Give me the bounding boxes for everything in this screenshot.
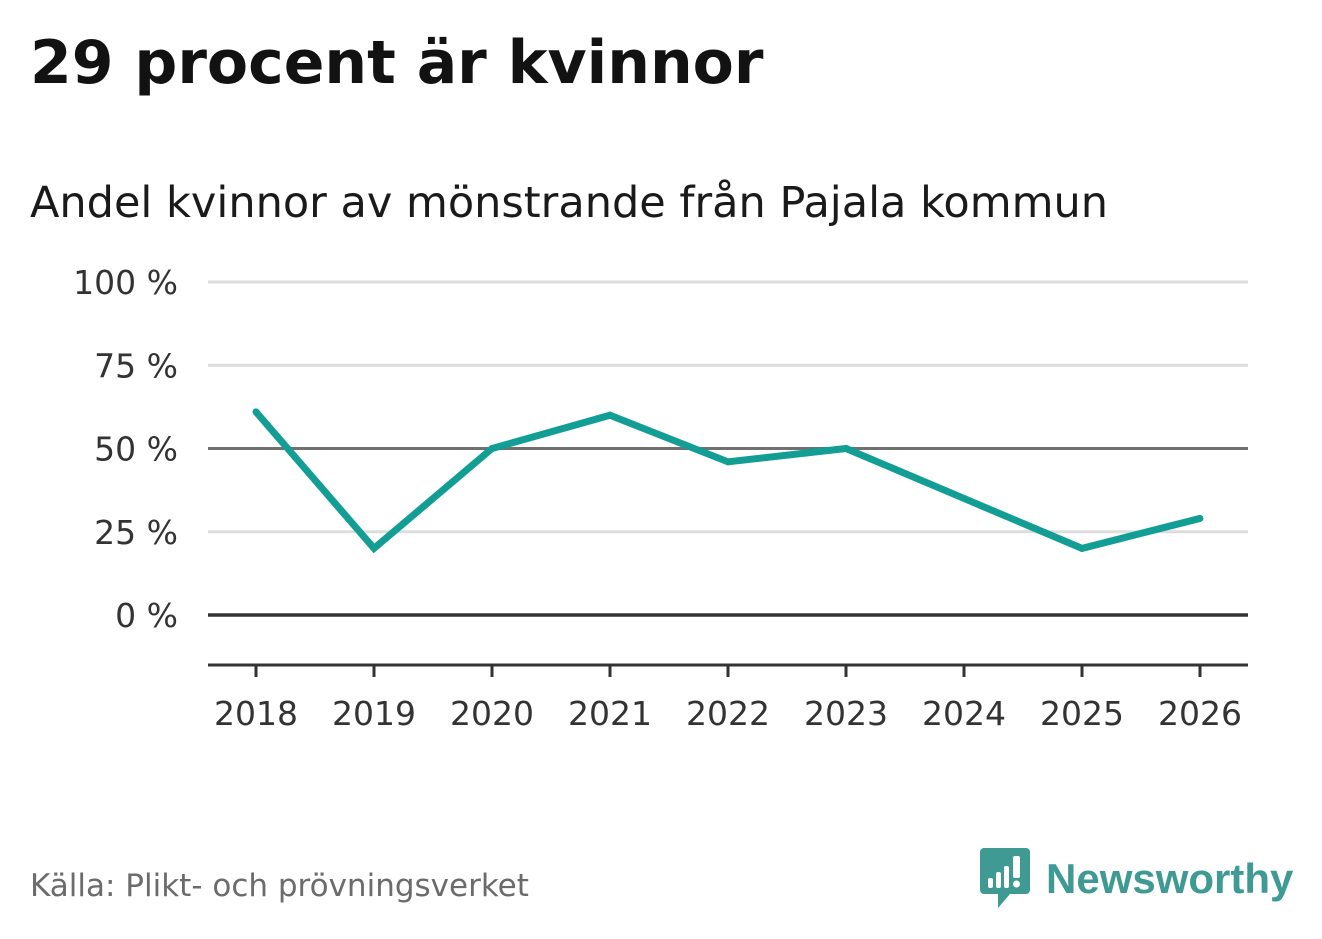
newsworthy-logo-icon [980,848,1030,908]
data-point-2024 [960,494,968,502]
x-tick-label-2026: 2026 [1158,694,1242,733]
x-tick-label-2024: 2024 [922,694,1006,733]
x-tick-label-2021: 2021 [568,694,652,733]
data-point-2018 [252,408,260,416]
line-chart: 0 % 25 % 50 % 75 % 100 % 2018 2019 2020 2021 202… [73,263,1248,733]
brand-name: Newsworthy [1046,855,1294,902]
source-note: Källa: Plikt- och prövningsverket [30,868,529,904]
x-tick-label-2018: 2018 [214,694,298,733]
y-tick-label-25: 25 % [94,513,178,552]
series-line-0 [253,409,1201,554]
chart-subtitle: Andel kvinnor av mönstrande från Pajala … [30,178,1109,228]
x-tick-label-2020: 2020 [450,694,534,733]
x-tick-label-2022: 2022 [686,694,770,733]
y-tick-label-100: 100 % [73,263,178,302]
y-tick-label-50: 50 % [94,430,178,469]
data-point-2026 [1196,514,1204,522]
data-point-2023 [842,445,850,452]
x-tick-label-2019: 2019 [332,694,416,733]
data-point-2021 [606,411,614,419]
x-tick-label-2023: 2023 [804,694,888,733]
data-point-2019 [370,544,378,552]
y-tick-label-0: 0 % [115,596,178,635]
chart-title: 29 procent är kvinnor [30,28,764,98]
x-tick-label-2025: 2025 [1040,694,1124,733]
y-tick-label-75: 75 % [94,346,178,385]
data-point-2022 [724,458,732,466]
brand-logo: Newsworthy [980,848,1293,910]
data-point-2020 [488,445,496,452]
data-point-2025 [1078,544,1086,552]
